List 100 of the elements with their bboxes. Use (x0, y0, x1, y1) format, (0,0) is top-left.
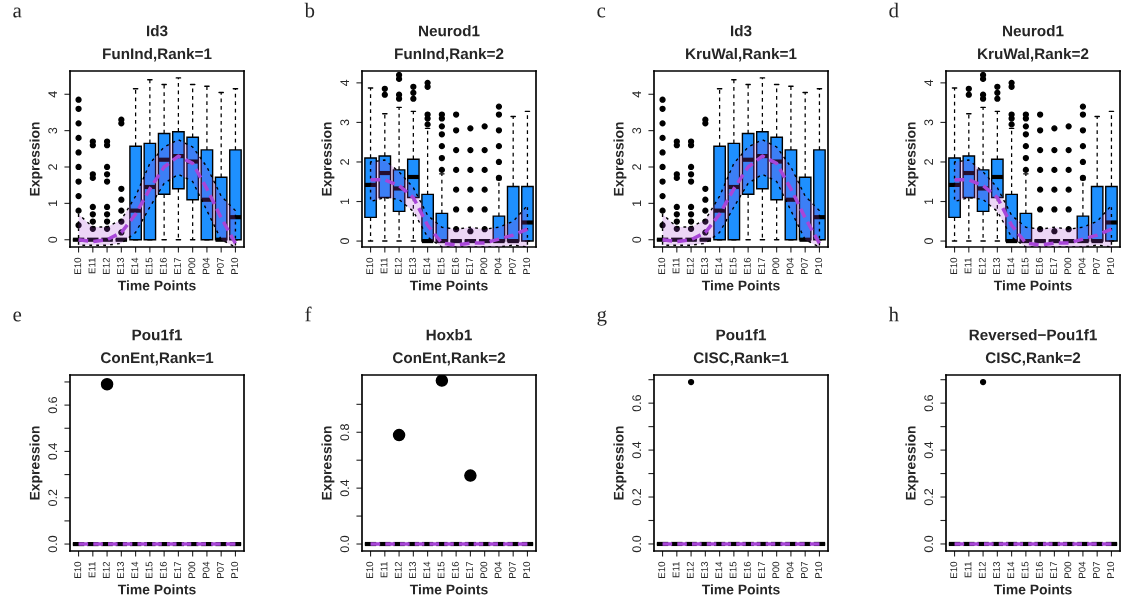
y-axis-title: Expression (613, 122, 627, 196)
x-tick-label: E13 (993, 561, 1000, 578)
x-tick-label: E17 (466, 257, 473, 274)
x-tick-label: E11 (88, 561, 96, 578)
x-tick-label: P00 (772, 257, 780, 274)
x-tick-label: E16 (159, 561, 167, 578)
x-tick-label: E12 (394, 561, 402, 578)
x-axis-title: Time Points (701, 584, 780, 595)
y-tick-label: 3 (340, 119, 350, 126)
x-tick-label: E16 (1035, 257, 1043, 274)
x-tick-label: E10 (74, 561, 82, 578)
x-tick-label: E15 (729, 257, 737, 274)
y-tick-label: 0.0 (632, 535, 642, 553)
x-tick-label: E17 (1050, 257, 1057, 274)
x-tick-label: E14 (131, 561, 139, 578)
x-tick-label: P10 (231, 257, 239, 274)
x-tick-label: P07 (216, 257, 224, 274)
text: d (889, 2, 899, 18)
chart-title: Pou1f1 (716, 329, 767, 341)
x-tick-label: E11 (964, 561, 972, 578)
y-axis-title: Expression (29, 122, 43, 196)
y-tick-label: 1 (340, 198, 349, 205)
x-tick-label: E17 (466, 561, 473, 578)
x-tick-label: E12 (102, 257, 110, 274)
y-tick-label: 0.4 (340, 479, 350, 497)
chart-title: Pou1f1 (132, 329, 183, 341)
x-tick-label: P10 (1107, 561, 1115, 578)
x-tick-label: E12 (394, 257, 402, 274)
x-tick-label: P07 (508, 257, 516, 274)
x-tick-label: E13 (993, 257, 1000, 274)
x-tick-label: E11 (380, 561, 388, 578)
y-tick-label: 0.8 (340, 424, 350, 441)
x-tick-label: E10 (950, 561, 958, 578)
x-tick-label: P04 (202, 561, 210, 578)
y-tick-label: 0.4 (48, 443, 58, 460)
x-tick-label: P10 (231, 561, 239, 578)
x-tick-label: P04 (786, 257, 794, 274)
x-tick-label: P07 (800, 561, 808, 578)
x-tick-label: E16 (743, 257, 751, 274)
y-tick-label: 4 (632, 91, 641, 98)
x-tick-label: P07 (216, 561, 224, 578)
y-axis-title: Expression (321, 122, 335, 196)
line-series (660, 154, 822, 246)
text: f (305, 306, 312, 322)
x-tick-label: E13 (701, 561, 708, 578)
x-tick-label: P10 (815, 257, 823, 274)
x-tick-label: P10 (523, 561, 531, 578)
x-tick-label: P00 (188, 561, 196, 578)
y-tick-label: 0 (632, 236, 642, 243)
y-tick-label: 4 (340, 79, 349, 87)
y-axis-title: Expression (29, 426, 43, 500)
y-tick-label: 0.2 (48, 489, 58, 506)
x-tick-label: E16 (743, 561, 751, 578)
x-tick-label: E14 (423, 561, 431, 578)
line-series (952, 178, 1114, 247)
x-tick-label: P04 (494, 561, 502, 578)
y-tick-label: 0.4 (924, 441, 934, 459)
text: b (304, 2, 315, 18)
chart-title: Id3 (146, 25, 168, 37)
x-axis-title: Time Points (409, 280, 488, 291)
x-tick-label: E16 (451, 561, 459, 578)
x-tick-label: E15 (1021, 561, 1029, 578)
y-axis-title: Expression (905, 122, 919, 196)
y-tick-label: 2 (632, 164, 641, 170)
y-tick-label: 2 (48, 164, 57, 170)
chart-title: Reversed−Pou1f1 (969, 329, 1097, 341)
chart-title: Id3 (730, 25, 752, 37)
chart-title: Neurod1 (1003, 25, 1064, 37)
x-tick-label: E16 (451, 257, 459, 274)
x-tick-label: E16 (159, 257, 167, 274)
chart-subtitle: CISC,Rank=2 (985, 351, 1081, 366)
chart-subtitle: ConEnt,Rank=1 (100, 351, 214, 366)
text: e (13, 311, 22, 322)
text: a (13, 7, 22, 18)
text: h (888, 306, 899, 322)
chart-title: Neurod1 (419, 25, 480, 37)
x-tick-label: E10 (74, 257, 82, 274)
x-tick-label: E16 (1035, 561, 1043, 578)
x-tick-label: E11 (672, 257, 680, 274)
y-tick-label: 2 (340, 159, 349, 165)
y-tick-label: 1 (924, 198, 933, 205)
x-tick-label: E14 (423, 257, 431, 274)
x-axis-title: Time Points (117, 584, 196, 595)
x-tick-label: E11 (964, 257, 972, 274)
x-tick-label: E17 (174, 561, 181, 578)
x-tick-label: P00 (1064, 561, 1072, 578)
x-tick-label: E10 (366, 257, 374, 274)
y-tick-label: 3 (632, 127, 642, 134)
x-tick-label: P10 (1107, 257, 1115, 274)
x-tick-label: E17 (1050, 561, 1057, 578)
x-tick-label: E12 (686, 257, 694, 274)
y-tick-label: 0.6 (632, 395, 642, 412)
y-tick-label: 0 (924, 238, 934, 245)
line-series (76, 154, 238, 246)
x-tick-label: P07 (508, 561, 516, 578)
y-tick-label: 0.2 (632, 488, 642, 506)
y-axis-title: Expression (613, 426, 627, 500)
x-tick-label: E10 (658, 561, 666, 578)
y-tick-label: 4 (924, 79, 933, 87)
chart-subtitle: FunInd,Rank=1 (103, 47, 212, 62)
